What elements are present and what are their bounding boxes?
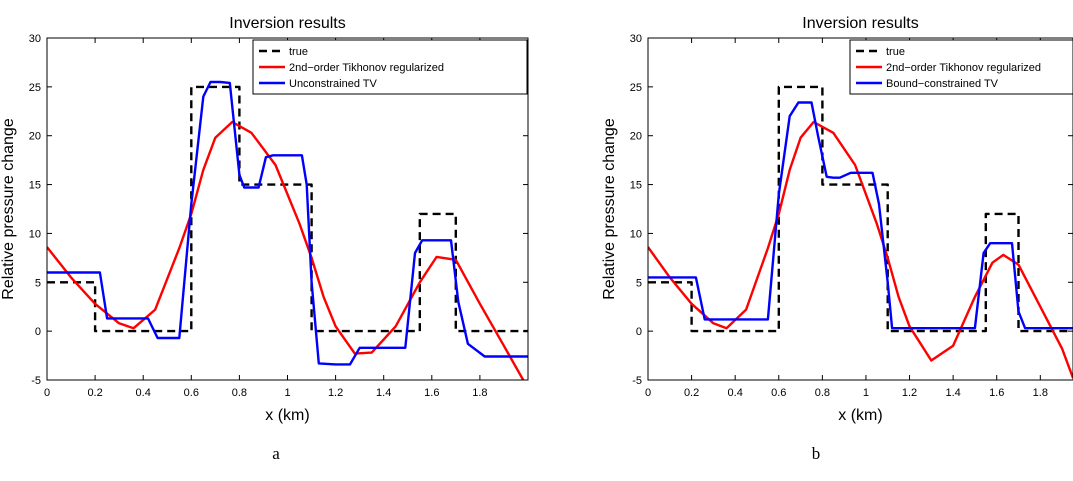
x-tick-label: 1.4 [945,387,960,399]
subfigure-caption-b: b [811,444,821,463]
y-tick-label: -5 [31,375,41,387]
y-axis-label: Relative pressure change [0,118,17,300]
y-tick-label: 15 [29,180,41,192]
subfigure-caption-a: a [272,444,280,463]
y-tick-label: 25 [29,82,41,94]
x-tick-label: 1.2 [902,387,917,399]
x-tick-label: 1.6 [989,387,1004,399]
chart-title: Inversion results [802,15,919,32]
chart-panel-b: Inversion results x (km) Relative pressure… [537,0,1073,481]
y-tick-label: 30 [630,33,642,45]
x-tick-label: 0.8 [815,387,830,399]
x-tick-label: 0 [645,387,651,399]
x-tick-label: 1.4 [376,387,391,399]
x-tick-label: 1 [284,387,290,399]
x-tick-label: 1.8 [472,387,487,399]
y-tick-label: 5 [636,277,642,289]
series-line-0 [47,85,528,333]
x-axis-label: x (km) [265,407,309,424]
y-tick-label: -5 [632,375,642,387]
legend-label-0: true [886,46,905,58]
x-tick-label: 1.6 [424,387,439,399]
y-tick-label: 20 [630,131,642,143]
x-axis-label: x (km) [838,407,882,424]
x-tick-label: 1 [863,387,869,399]
legend-label-2: Bound−constrained TV [886,78,999,90]
y-tick-label: 30 [29,33,41,45]
x-tick-label: 0.6 [184,387,199,399]
x-tick-label: 0.2 [684,387,699,399]
y-tick-label: 20 [29,131,41,143]
x-tick-label: 1.2 [328,387,343,399]
legend-label-0: true [289,46,308,58]
chart-panel-a: Inversion results x (km) Relative pressure… [0,0,536,481]
y-tick-label: 5 [35,277,41,289]
y-tick-label: 10 [29,228,41,240]
y-tick-label: 10 [630,228,642,240]
series-line-1 [648,120,1073,379]
y-tick-label: 25 [630,82,642,94]
y-tick-label: 0 [636,326,642,338]
x-tick-label: 0.2 [87,387,102,399]
series-line-2 [47,80,528,366]
legend-label-1: 2nd−order Tikhonov regularized [886,62,1041,74]
x-tick-label: 1.8 [1033,387,1048,399]
inversion-chart-a: Inversion results x (km) Relative pressure… [0,15,529,424]
legend-label-1: 2nd−order Tikhonov regularized [289,62,444,74]
y-tick-label: 15 [630,180,642,192]
series-line-0 [648,85,1073,333]
series-line-2 [648,101,1073,330]
x-tick-label: 0 [44,387,50,399]
x-tick-label: 0.8 [232,387,247,399]
inversion-chart-b: Inversion results x (km) Relative pressure… [601,15,1073,424]
x-tick-label: 0.6 [771,387,786,399]
series-line-1 [47,120,525,380]
legend-box [252,39,528,95]
plot-area [47,80,528,380]
axes-frame [46,37,529,381]
y-axis-label: Relative pressure change [601,118,618,300]
y-tick-label: 0 [35,326,41,338]
axes-frame [647,37,1073,381]
x-tick-label: 0.4 [728,387,743,399]
chart-title: Inversion results [229,15,346,32]
x-tick-label: 0.4 [136,387,151,399]
legend-label-2: Unconstrained TV [289,78,378,90]
plot-area [648,85,1073,379]
legend-box [849,39,1073,95]
